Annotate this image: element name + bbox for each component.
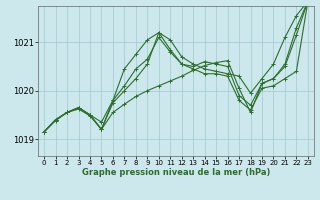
X-axis label: Graphe pression niveau de la mer (hPa): Graphe pression niveau de la mer (hPa)	[82, 168, 270, 177]
